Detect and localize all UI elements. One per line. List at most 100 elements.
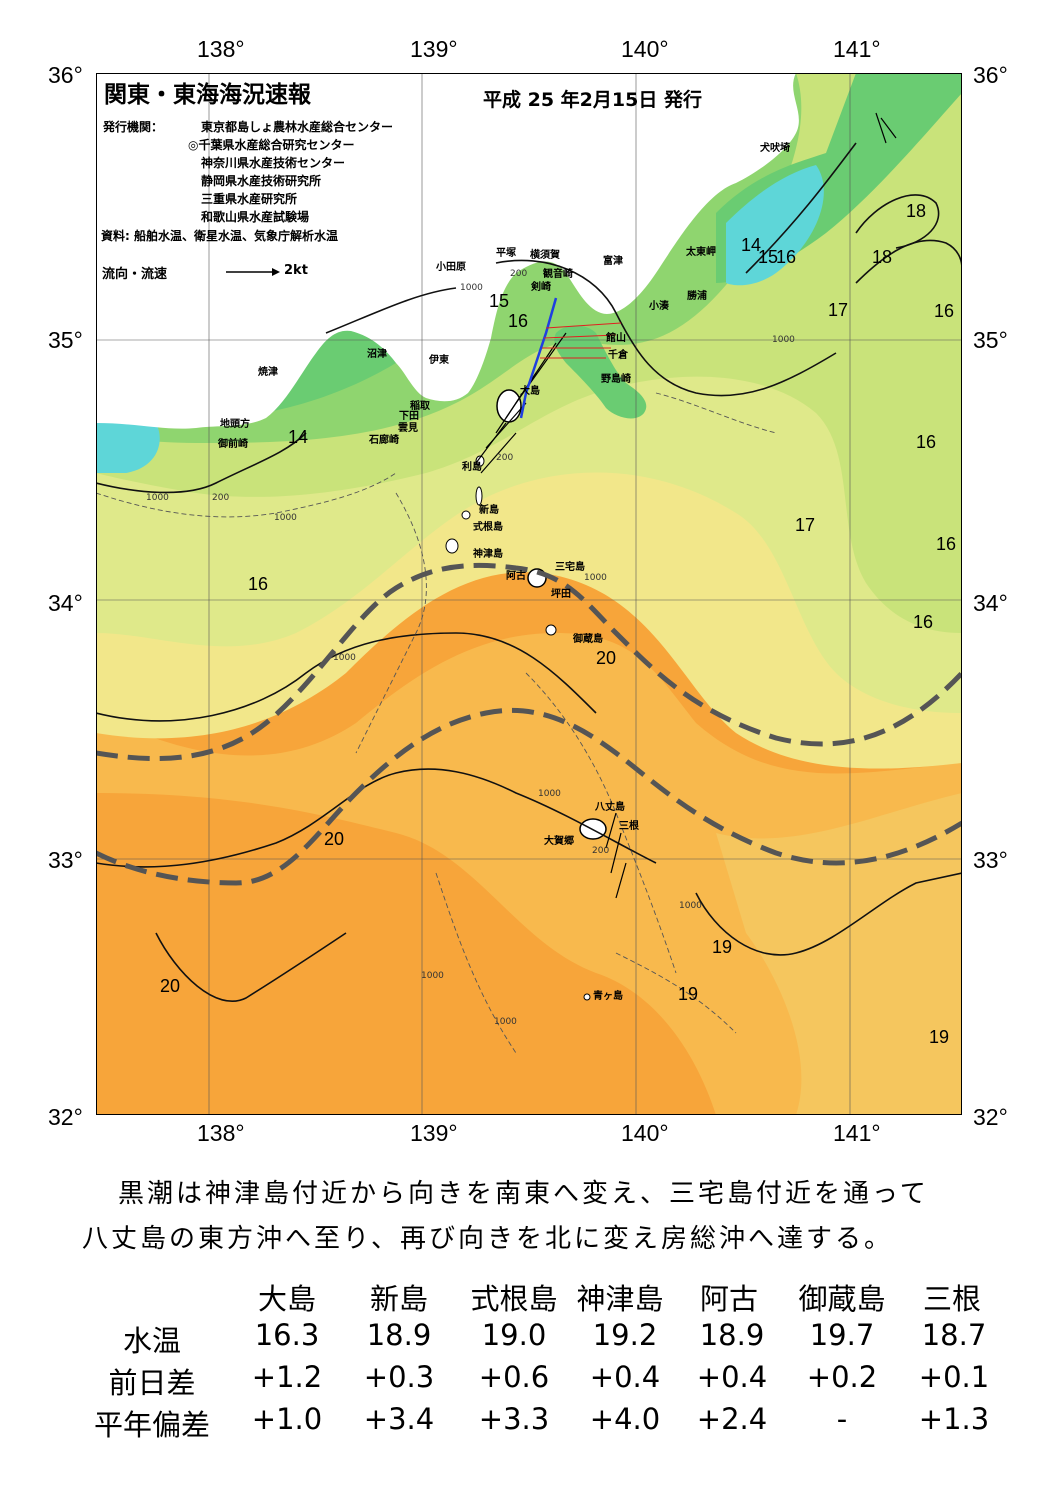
isotherm-label-15-boso: 15 bbox=[758, 247, 779, 267]
place-numazu: 沼津 bbox=[367, 349, 387, 360]
observation-table: 大島 新島 式根島 神津島 阿古 御蔵島 三根 水温 16.3 18.9 19.… bbox=[82, 1276, 1002, 1444]
place-tateyama: 館山 bbox=[606, 333, 626, 344]
map-border bbox=[96, 73, 962, 1115]
lat-label-33-right: 33° bbox=[973, 847, 1008, 873]
place-ako: 阿古 bbox=[506, 571, 526, 582]
isotherm-label-16-east-a: 16 bbox=[934, 301, 955, 321]
place-taitomisaki: 太東岬 bbox=[686, 247, 716, 258]
place-jitogata: 地頭方 bbox=[220, 419, 250, 430]
isobath-label-200-d: 200 bbox=[592, 846, 610, 856]
table-row-daily-diff: 前日差 +1.2 +0.3 +0.6 +0.4 +0.4 +0.2 +0.1 bbox=[82, 1360, 1002, 1402]
southeast-warm bbox=[716, 793, 962, 1115]
table-cell: 16.3 bbox=[254, 1318, 320, 1352]
table-cell: +4.0 bbox=[589, 1402, 661, 1436]
place-odawara: 小田原 bbox=[436, 262, 466, 273]
place-kozushima: 神津島 bbox=[473, 549, 503, 560]
col-header-ako: 阿古 bbox=[699, 1282, 758, 1316]
lon-label-140-bottom: 140° bbox=[621, 1120, 669, 1146]
kuroshio-axis bbox=[96, 562, 962, 886]
isobath-label-1000-d: 1000 bbox=[584, 573, 607, 583]
isobath-label-1000-c: 1000 bbox=[274, 513, 297, 523]
summary-line-2: 八丈島の東方沖へ至り、再び向きを北に変え房総沖へ達する。 bbox=[82, 1224, 893, 1254]
table-cell: +0.6 bbox=[478, 1360, 550, 1394]
table-cell: +1.3 bbox=[918, 1402, 990, 1436]
isotherm-label-20-c: 20 bbox=[160, 976, 181, 996]
place-nojimazaki: 野島崎 bbox=[601, 374, 631, 385]
map-canvas bbox=[96, 73, 962, 1115]
isobaths bbox=[96, 392, 777, 1054]
table-cell: +0.2 bbox=[806, 1360, 878, 1394]
place-chikura: 千倉 bbox=[608, 350, 628, 361]
lat-label-34-left: 34° bbox=[48, 590, 83, 616]
isobath-label-1000-h: 1000 bbox=[421, 971, 444, 981]
row-header-anomaly: 平年偏差 bbox=[93, 1408, 210, 1442]
isobath-label-1000-g: 1000 bbox=[679, 901, 702, 911]
place-kominato: 小湊 bbox=[649, 301, 669, 312]
table-cell: 18.7 bbox=[921, 1318, 987, 1352]
place-toshima: 利島 bbox=[462, 462, 482, 473]
issuer-label: 発行機関： bbox=[103, 120, 164, 134]
table-cell: +3.4 bbox=[363, 1402, 435, 1436]
place-ito: 伊東 bbox=[429, 355, 449, 366]
shikinejima-island bbox=[461, 510, 471, 520]
place-oshima: 大島 bbox=[520, 386, 540, 397]
col-header-mitsune: 三根 bbox=[922, 1282, 981, 1316]
place-hiratsuka: 平塚 bbox=[496, 248, 516, 259]
place-futtsu: 富津 bbox=[603, 256, 623, 267]
flow-legend-label: 流向・流速 bbox=[102, 267, 168, 282]
issuer-6: 和歌山県水産試験場 bbox=[201, 210, 310, 224]
place-tsurugizaki: 剣崎 bbox=[531, 282, 551, 293]
boso-coldest bbox=[726, 165, 824, 286]
place-yokosuka: 横須賀 bbox=[530, 250, 560, 261]
place-inatori: 稲取 bbox=[410, 401, 430, 412]
isotherm-label-19-c: 19 bbox=[929, 1027, 950, 1047]
ship-observations bbox=[540, 322, 622, 359]
place-irozaki: 石廊崎 bbox=[369, 435, 399, 446]
lat-label-36-right: 36° bbox=[973, 62, 1008, 88]
map-title: 関東・東海海況速報 bbox=[104, 82, 311, 108]
lat-label-35-right: 35° bbox=[973, 327, 1008, 353]
isotherm-label-17-mid: 17 bbox=[795, 515, 816, 535]
place-kannonzaki: 観音崎 bbox=[543, 269, 573, 280]
isotherm-label-16-boso: 16 bbox=[776, 247, 797, 267]
table-cell: 19.7 bbox=[809, 1318, 875, 1352]
data-source: 資料: 船舶水温、衛星水温、気象庁解析水温 bbox=[101, 229, 338, 243]
isobath-label-1000-e: 1000 bbox=[333, 653, 356, 663]
lon-label-138-bottom: 138° bbox=[197, 1120, 245, 1146]
warm-band bbox=[96, 633, 962, 1115]
place-katsuura: 勝浦 bbox=[687, 291, 707, 302]
lon-label-139-bottom: 139° bbox=[410, 1120, 458, 1146]
table-row-temp: 水温 16.3 18.9 19.0 19.2 18.9 19.7 18.7 bbox=[82, 1318, 1002, 1360]
place-mitsune: 三根 bbox=[619, 821, 639, 832]
issuer-2: ◎千葉県水産総合研究センター bbox=[188, 138, 355, 152]
issuer-4: 静岡県水産技術研究所 bbox=[201, 174, 322, 188]
flow-legend-scale: 2kt bbox=[284, 263, 308, 278]
place-miyakejima: 三宅島 bbox=[555, 562, 585, 573]
isobath-label-200-c: 200 bbox=[496, 453, 514, 463]
table-cell: 18.9 bbox=[366, 1318, 432, 1352]
place-tsubota: 坪田 bbox=[551, 589, 571, 600]
isotherm-label-16-sagami: 16 bbox=[508, 311, 529, 331]
lat-label-33-left: 33° bbox=[48, 847, 83, 873]
lon-label-140-top: 140° bbox=[621, 36, 669, 62]
table-row-anomaly: 平年偏差 +1.0 +3.4 +3.3 +4.0 +2.4 - +1.3 bbox=[82, 1402, 1002, 1444]
table-cell: +0.4 bbox=[696, 1360, 768, 1394]
table-cell: - bbox=[836, 1402, 848, 1436]
table-cell: 19.0 bbox=[481, 1318, 547, 1352]
place-shimoda: 下田 bbox=[399, 411, 419, 422]
place-shikinejima: 式根島 bbox=[473, 522, 503, 533]
row-header-daily-diff: 前日差 bbox=[108, 1366, 196, 1400]
place-hachijojima: 八丈島 bbox=[595, 802, 625, 813]
place-mikurajima: 御蔵島 bbox=[573, 634, 603, 645]
isotherm-label-16-east-d: 16 bbox=[913, 612, 934, 632]
isotherm-label-14-boso: 14 bbox=[741, 235, 762, 255]
place-okago: 大賀郷 bbox=[544, 836, 574, 847]
mikurajima-island bbox=[545, 624, 557, 636]
row-header-temp: 水温 bbox=[122, 1324, 181, 1358]
isotherm-label-20-a: 20 bbox=[596, 648, 617, 668]
issuer-1: 東京都島しょ農林水産総合センター bbox=[201, 120, 394, 134]
table-cell: 18.9 bbox=[699, 1318, 765, 1352]
isotherm-label-14-west: 14 bbox=[288, 427, 309, 447]
aogashima-island bbox=[583, 993, 591, 1001]
isotherm-label-20-b: 20 bbox=[324, 829, 345, 849]
